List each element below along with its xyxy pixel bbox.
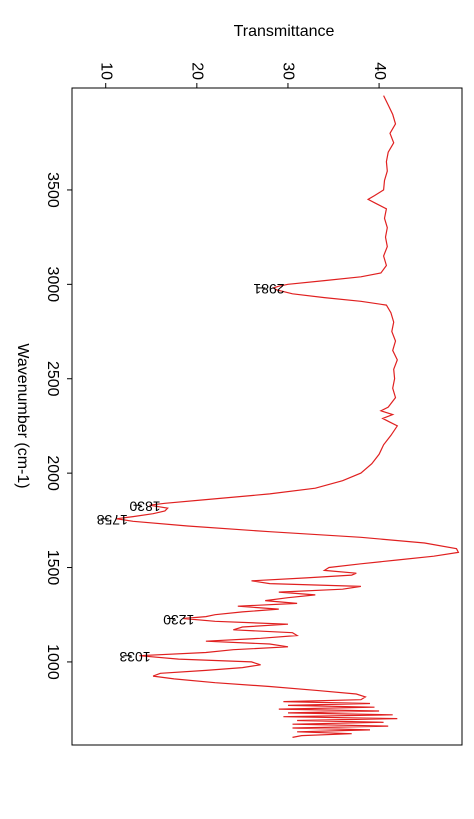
annotation: 1830: [129, 499, 160, 515]
x-axis-title: Wavenumber (cm-1): [14, 343, 31, 488]
y-tick-label: 20: [189, 62, 206, 80]
annotation: 1758: [96, 512, 127, 528]
y-tick-label: 30: [280, 62, 297, 80]
x-tick-label: 1000: [44, 644, 61, 680]
x-tick-label: 3500: [44, 172, 61, 208]
spectrum-line: [116, 95, 460, 738]
annotation: 1033: [119, 649, 150, 665]
chart-title: Transmittance: [234, 23, 335, 40]
x-tick-label: 3000: [44, 267, 61, 303]
y-tick-label: 10: [97, 62, 114, 80]
plot-frame: [71, 87, 463, 746]
x-tick-label: 2500: [44, 361, 61, 397]
annotation: 1230: [163, 612, 194, 628]
annotation: 2981: [253, 281, 284, 297]
x-tick-label: 1500: [44, 550, 61, 586]
x-tick-label: 2000: [44, 455, 61, 491]
y-tick-label: 40: [371, 62, 388, 80]
